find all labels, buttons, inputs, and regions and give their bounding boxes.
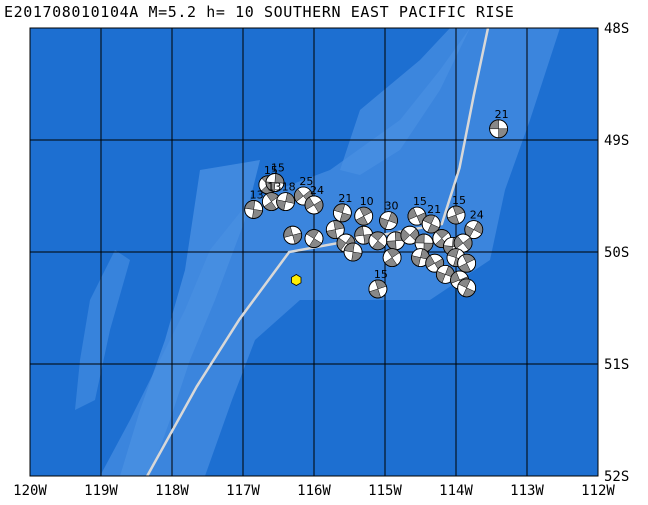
beachball — [304, 195, 324, 215]
longitude-tick-label: 116W — [297, 483, 331, 499]
beachball — [283, 225, 303, 245]
depth-label: 13 — [267, 181, 281, 194]
ridge-shallow-patch-2 — [340, 28, 470, 175]
depth-label: 15 — [413, 195, 427, 208]
map-frame — [29, 27, 599, 477]
beachball — [276, 192, 296, 212]
depth-label: 21 — [427, 203, 441, 216]
beachball — [332, 203, 352, 223]
latitude-tick-label: 48S — [604, 21, 629, 37]
depth-label: 24 — [310, 184, 324, 197]
latitude-tick-label: 50S — [604, 245, 629, 261]
beachball — [414, 233, 434, 253]
ridge-shallow-patch-3 — [75, 250, 130, 410]
depth-label: 25 — [299, 175, 313, 188]
longitude-tick-label: 113W — [510, 483, 544, 499]
latitude-tick-label: 49S — [604, 133, 629, 149]
beachball — [446, 205, 466, 225]
beachball — [304, 229, 324, 248]
longitude-tick-label: 119W — [84, 483, 118, 499]
longitude-tick-label: 112W — [581, 483, 615, 499]
latitude-tick-label: 52S — [604, 469, 629, 485]
beachball — [411, 248, 430, 268]
map-title: E201708010104A M=5.2 h= 10 SOUTHERN EAST… — [4, 3, 515, 21]
beachball — [489, 119, 509, 139]
beachball — [379, 211, 398, 231]
beachball — [368, 231, 388, 251]
beachball — [453, 233, 473, 253]
epicenter-marker — [291, 274, 302, 286]
longitude-tick-label: 117W — [226, 483, 260, 499]
beachball — [382, 248, 402, 268]
graticule — [30, 28, 598, 476]
depth-label: 30 — [385, 200, 399, 213]
longitude-tick-label: 118W — [155, 483, 189, 499]
longitude-tick-label: 120W — [13, 483, 47, 499]
depth-label: 21 — [338, 192, 352, 205]
depth-label: 15 — [271, 162, 285, 175]
longitude-tick-label: 115W — [368, 483, 402, 499]
longitude-tick-label: 114W — [439, 483, 473, 499]
beachball — [343, 242, 363, 262]
depth-label: 13 — [250, 188, 264, 201]
latitude-labels: 48S 49S 50S 51S 52S — [604, 21, 629, 485]
longitude-labels: 120W 119W 118W 117W 116W 115W 114W 113W 112W — [13, 483, 615, 499]
beachball — [244, 200, 264, 219]
beachball — [421, 214, 441, 234]
latitude-tick-label: 51S — [604, 357, 629, 373]
depth-label: 18 — [282, 181, 296, 194]
depth-label: 15 — [452, 194, 466, 207]
beachball — [464, 220, 484, 240]
depth-label: 15 — [374, 268, 388, 281]
beachball — [457, 278, 477, 298]
depth-label: 10 — [360, 195, 374, 208]
ridge-shallow-patch — [120, 160, 260, 476]
beachball — [457, 253, 477, 273]
beachball — [354, 206, 374, 226]
beachball — [368, 279, 388, 299]
depth-label: 24 — [470, 209, 484, 222]
beachball — [325, 220, 345, 240]
beachball — [386, 231, 406, 251]
beachball — [400, 225, 420, 245]
depth-label: 21 — [495, 108, 509, 121]
beachball — [265, 173, 285, 192]
